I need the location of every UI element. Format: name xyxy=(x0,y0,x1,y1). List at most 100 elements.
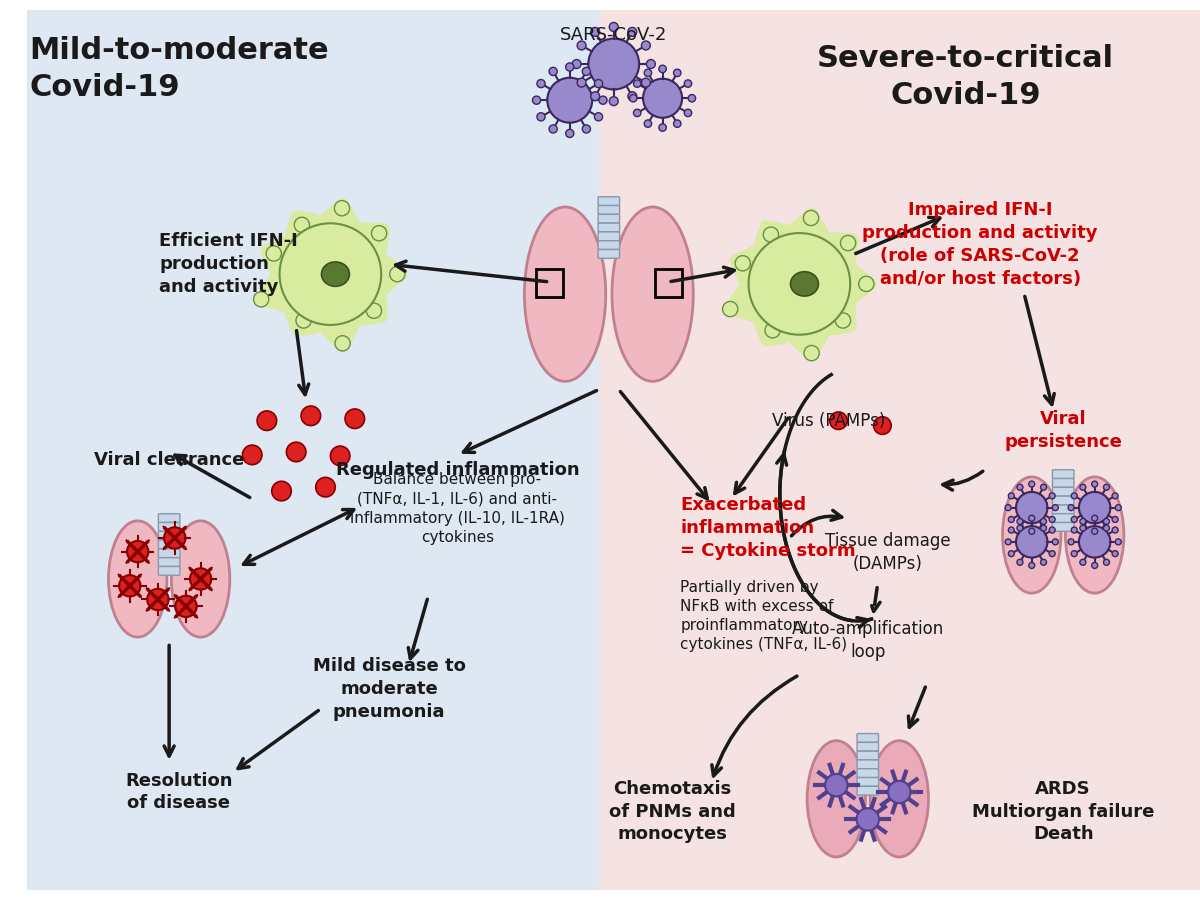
Circle shape xyxy=(833,310,857,334)
Circle shape xyxy=(594,79,602,87)
Circle shape xyxy=(836,266,870,301)
FancyBboxPatch shape xyxy=(1052,487,1074,496)
Circle shape xyxy=(1112,527,1118,533)
Circle shape xyxy=(1049,527,1055,533)
Text: Virus (PAMPs): Virus (PAMPs) xyxy=(772,411,886,429)
Circle shape xyxy=(590,27,600,36)
Bar xyxy=(28,10,599,890)
Circle shape xyxy=(874,417,892,435)
Circle shape xyxy=(287,295,326,335)
Circle shape xyxy=(828,305,857,334)
Circle shape xyxy=(266,236,311,282)
Circle shape xyxy=(684,109,691,117)
Circle shape xyxy=(642,41,650,50)
FancyBboxPatch shape xyxy=(598,197,619,205)
FancyBboxPatch shape xyxy=(1052,505,1074,514)
Circle shape xyxy=(1104,525,1110,531)
Circle shape xyxy=(1079,492,1110,524)
Circle shape xyxy=(1115,539,1121,544)
Text: Mild-to-moderate
Covid-19: Mild-to-moderate Covid-19 xyxy=(29,36,329,102)
Circle shape xyxy=(271,482,292,500)
Circle shape xyxy=(312,289,362,339)
Circle shape xyxy=(599,96,607,104)
Text: Viral
persistence: Viral persistence xyxy=(1004,410,1122,451)
Circle shape xyxy=(1079,526,1110,558)
FancyBboxPatch shape xyxy=(158,514,180,523)
Circle shape xyxy=(804,346,820,361)
Text: Auto-amplification
loop: Auto-amplification loop xyxy=(792,620,944,661)
Circle shape xyxy=(257,289,274,307)
Circle shape xyxy=(1008,493,1014,499)
Circle shape xyxy=(565,130,574,138)
Circle shape xyxy=(673,120,680,127)
FancyBboxPatch shape xyxy=(857,787,878,795)
Circle shape xyxy=(724,303,736,315)
Circle shape xyxy=(802,210,820,227)
Circle shape xyxy=(319,205,359,246)
Circle shape xyxy=(727,294,750,318)
Circle shape xyxy=(840,236,856,250)
Circle shape xyxy=(337,339,349,352)
Circle shape xyxy=(760,220,776,238)
Circle shape xyxy=(1092,562,1098,569)
Circle shape xyxy=(644,120,652,127)
Circle shape xyxy=(1072,527,1078,533)
Circle shape xyxy=(634,80,641,87)
Circle shape xyxy=(264,239,299,274)
Circle shape xyxy=(284,213,336,265)
Circle shape xyxy=(736,273,786,323)
Circle shape xyxy=(757,221,786,250)
Circle shape xyxy=(372,223,389,241)
Circle shape xyxy=(262,243,278,261)
Circle shape xyxy=(1080,518,1086,525)
Bar xyxy=(599,10,1200,890)
FancyBboxPatch shape xyxy=(1052,514,1074,523)
Circle shape xyxy=(390,266,404,282)
FancyBboxPatch shape xyxy=(857,734,878,742)
Circle shape xyxy=(734,248,774,287)
Circle shape xyxy=(259,280,288,309)
Circle shape xyxy=(572,59,581,68)
Circle shape xyxy=(785,217,830,262)
Circle shape xyxy=(816,295,856,335)
Ellipse shape xyxy=(808,741,865,857)
Circle shape xyxy=(1040,518,1046,525)
Circle shape xyxy=(296,313,311,328)
Ellipse shape xyxy=(172,521,230,637)
Ellipse shape xyxy=(870,741,929,857)
Circle shape xyxy=(1028,516,1034,521)
Circle shape xyxy=(684,80,691,87)
Circle shape xyxy=(764,322,780,338)
Circle shape xyxy=(1104,484,1110,491)
FancyBboxPatch shape xyxy=(1052,470,1074,479)
Circle shape xyxy=(803,211,818,226)
Text: Severe-to-critical
Covid-19: Severe-to-critical Covid-19 xyxy=(817,44,1114,110)
Circle shape xyxy=(788,215,828,256)
Circle shape xyxy=(1016,492,1048,524)
Circle shape xyxy=(319,303,359,343)
Circle shape xyxy=(265,267,311,312)
Circle shape xyxy=(1016,518,1022,525)
FancyBboxPatch shape xyxy=(1052,496,1074,505)
Circle shape xyxy=(289,212,312,235)
Circle shape xyxy=(823,233,857,267)
Circle shape xyxy=(755,223,800,268)
FancyBboxPatch shape xyxy=(598,205,619,214)
Circle shape xyxy=(857,275,875,292)
Circle shape xyxy=(829,264,869,304)
FancyBboxPatch shape xyxy=(598,232,619,240)
Text: Resolution
of disease: Resolution of disease xyxy=(125,771,233,813)
Circle shape xyxy=(536,79,545,87)
Circle shape xyxy=(733,248,767,284)
Circle shape xyxy=(788,313,828,353)
Circle shape xyxy=(610,96,618,105)
Circle shape xyxy=(728,290,757,319)
Circle shape xyxy=(335,336,350,351)
Circle shape xyxy=(781,299,832,349)
Circle shape xyxy=(822,261,868,307)
Circle shape xyxy=(781,219,832,269)
Circle shape xyxy=(316,477,335,497)
Circle shape xyxy=(1008,517,1014,522)
Text: Tissue damage
(DAMPs): Tissue damage (DAMPs) xyxy=(824,532,950,573)
FancyBboxPatch shape xyxy=(1052,523,1074,531)
